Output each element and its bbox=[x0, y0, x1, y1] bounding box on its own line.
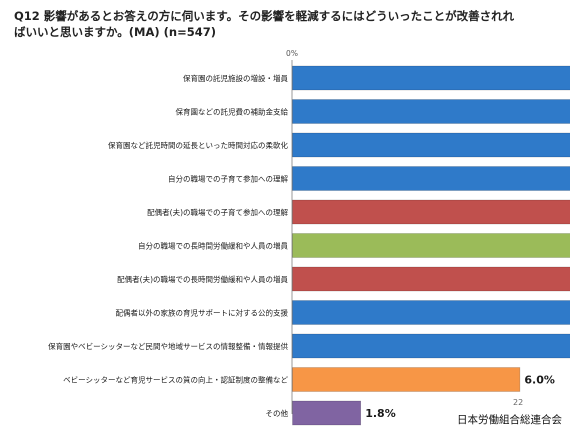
bar bbox=[292, 199, 570, 225]
chart-title: Q12 影響があるとお答えの方に伺います。その影響を軽減するにはどういったことが… bbox=[14, 8, 559, 40]
category-label: ベビーシッターなど育児サービスの質の向上・認証制度の整備など bbox=[63, 375, 288, 385]
value-label: 1.8% bbox=[365, 407, 396, 420]
bar bbox=[292, 132, 570, 158]
bar bbox=[292, 367, 521, 392]
bar bbox=[292, 266, 570, 292]
bar bbox=[292, 65, 570, 91]
category-label: 配偶者(夫)の職場での長時間労働緩和や人員の増員 bbox=[117, 274, 288, 284]
bar bbox=[292, 333, 570, 359]
bar bbox=[292, 233, 570, 258]
category-label: 保育園など託児時間の延長といった時間対応の柔軟化 bbox=[108, 140, 288, 150]
bar bbox=[292, 166, 570, 191]
bar bbox=[292, 400, 362, 426]
title-line-2: ばいいと思いますか。(MA) (n=547) bbox=[14, 25, 216, 39]
value-label: 6.0% bbox=[524, 374, 555, 387]
category-label: 自分の職場での長時間労働緩和や人員の増員 bbox=[138, 241, 288, 251]
x-tick-label: 0% bbox=[286, 49, 298, 58]
title-line-1: Q12 影響があるとお答えの方に伺います。その影響を軽減するにはどういったことが… bbox=[14, 9, 515, 23]
category-label: 配偶者以外の家族の育児サポートに対する公的支援 bbox=[116, 308, 289, 318]
category-label: 配偶者(夫)の職場での子育て参加への理解 bbox=[147, 207, 288, 217]
category-label: 自分の職場での子育て参加への理解 bbox=[168, 174, 288, 184]
category-label: 保育園の託児施設の増設・増員 bbox=[183, 73, 288, 83]
bar bbox=[292, 300, 570, 325]
bar bbox=[292, 99, 570, 124]
page-number: 22 bbox=[513, 398, 524, 407]
category-label: その他 bbox=[266, 408, 289, 418]
category-label: 保育園などの託児費の補助金支給 bbox=[176, 107, 289, 117]
organization-name: 日本労働組合総連合会 bbox=[457, 414, 562, 426]
category-label: 保育園やベビーシッターなど民間や地域サービスの情報整備・情報提供 bbox=[48, 341, 288, 351]
